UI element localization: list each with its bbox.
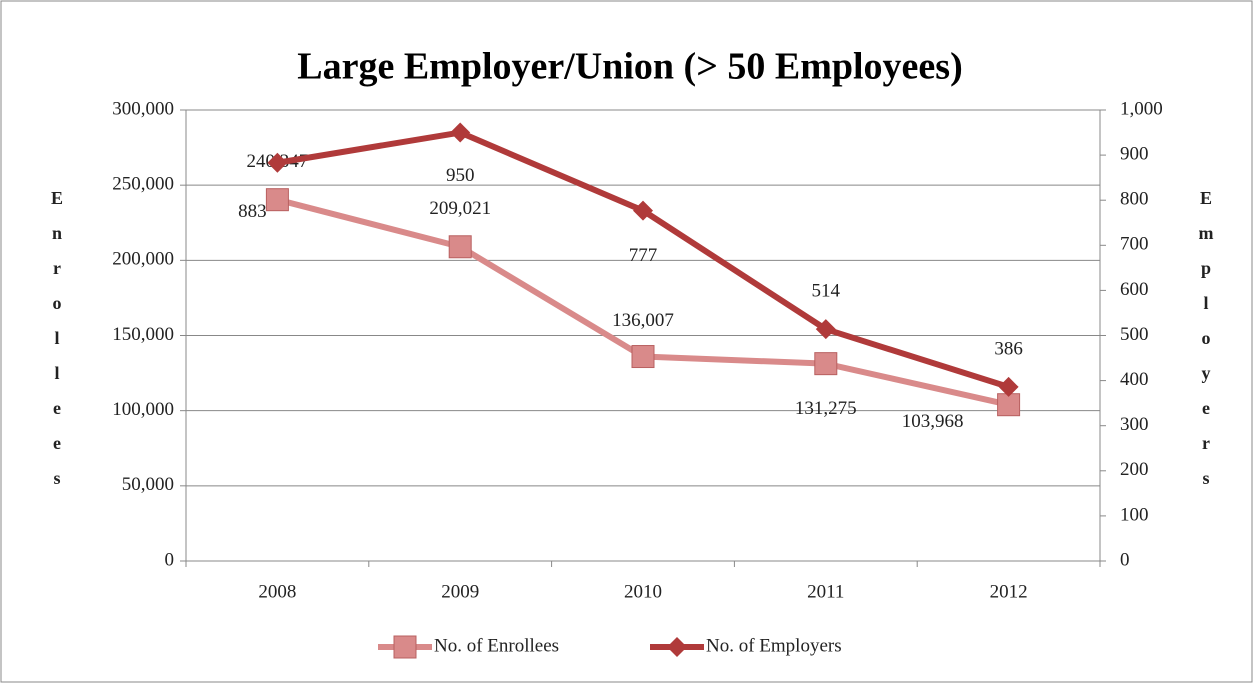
y-tick-label: 300,000 bbox=[112, 98, 174, 119]
y2-tick-label: 700 bbox=[1120, 234, 1149, 255]
x-tick-label: 2009 bbox=[441, 581, 479, 602]
y2-tick-label: 0 bbox=[1120, 549, 1130, 570]
y2-tick-label: 300 bbox=[1120, 414, 1149, 435]
marker bbox=[448, 235, 472, 259]
marker bbox=[997, 393, 1021, 417]
data-label: 131,275 bbox=[795, 398, 857, 419]
y-tick-label: 50,000 bbox=[122, 474, 174, 495]
data-label: 209,021 bbox=[429, 198, 491, 219]
y2-tick-label: 900 bbox=[1120, 143, 1149, 164]
data-label: 386 bbox=[994, 338, 1023, 359]
x-tick-label: 2012 bbox=[990, 581, 1028, 602]
chart-title: Large Employer/Union (> 50 Employees) bbox=[297, 46, 963, 88]
y-tick-label: 200,000 bbox=[112, 249, 174, 270]
y-tick-label: 100,000 bbox=[112, 399, 174, 420]
legend-label: No. of Enrollees bbox=[434, 635, 559, 656]
y2-tick-label: 1,000 bbox=[1120, 98, 1163, 119]
marker bbox=[631, 345, 655, 369]
marker bbox=[633, 200, 653, 221]
y-tick-label: 150,000 bbox=[112, 324, 174, 345]
marker bbox=[393, 635, 417, 659]
marker bbox=[998, 376, 1019, 397]
x-tick-label: 2010 bbox=[624, 581, 662, 602]
x-tick-label: 2008 bbox=[258, 581, 296, 602]
marker bbox=[265, 188, 289, 212]
marker bbox=[450, 122, 471, 143]
data-label: 136,007 bbox=[612, 310, 674, 331]
y2-tick-label: 200 bbox=[1120, 459, 1149, 480]
data-label: 950 bbox=[446, 165, 475, 186]
x-tick-label: 2011 bbox=[807, 581, 844, 602]
y-tick-label: 250,000 bbox=[112, 174, 174, 195]
y-tick-label: 0 bbox=[165, 549, 175, 570]
y2-tick-label: 500 bbox=[1120, 324, 1149, 345]
marker bbox=[667, 637, 687, 657]
data-label: 103,968 bbox=[902, 411, 964, 432]
marker bbox=[815, 319, 836, 340]
marker bbox=[814, 352, 838, 376]
data-label: 777 bbox=[629, 245, 658, 266]
marker bbox=[267, 152, 288, 173]
y2-tick-label: 600 bbox=[1120, 279, 1149, 300]
data-label: 883 bbox=[238, 201, 267, 222]
y2-tick-label: 100 bbox=[1120, 504, 1149, 525]
legend-label: No. of Employers bbox=[706, 635, 842, 656]
y2-tick-label: 800 bbox=[1120, 189, 1149, 210]
y2-tick-label: 400 bbox=[1120, 369, 1149, 390]
data-label: 514 bbox=[812, 281, 841, 302]
